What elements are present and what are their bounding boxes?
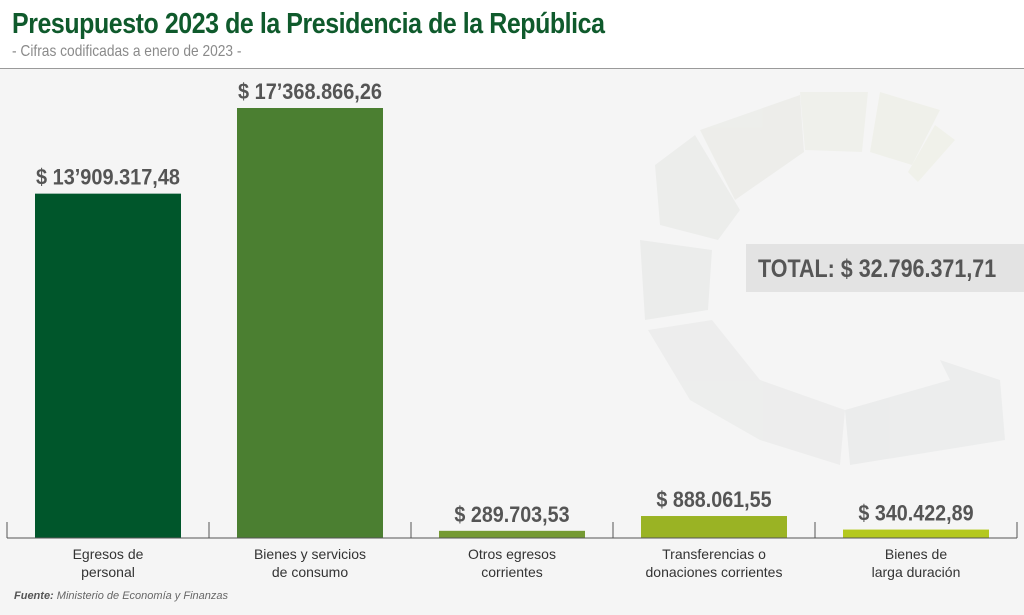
source-label: Fuente: [14, 590, 54, 602]
decorative-donut [640, 92, 1005, 465]
value-label: $ 289.703,53 [454, 502, 569, 527]
value-label: $ 888.061,55 [656, 487, 771, 512]
category-label: larga duración [872, 564, 961, 580]
category-label: Otros egresos [468, 546, 556, 562]
donut-segment [700, 95, 804, 200]
page-subtitle: - Cifras codificadas a enero de 2023 - [12, 43, 242, 60]
donut-segment [908, 125, 955, 182]
value-label: $ 340.422,89 [858, 501, 973, 526]
value-label: $ 13’909.317,48 [36, 165, 180, 190]
donut-segment [655, 135, 740, 240]
source-text: Ministerio de Economía y Finanzas [56, 590, 228, 602]
category-label: donaciones corrientes [646, 564, 783, 580]
page-title: Presupuesto 2023 de la Presidencia de la… [12, 8, 605, 40]
category-label: Bienes y servicios [254, 546, 366, 562]
header: Presupuesto 2023 de la Presidencia de la… [0, 0, 1024, 69]
source-note: Fuente: Ministerio de Economía y Finanza… [14, 590, 228, 602]
bar [843, 529, 989, 538]
category-label: Transferencias o [662, 546, 766, 562]
category-label: Bienes de [885, 546, 947, 562]
category-label: corrientes [481, 564, 542, 580]
total-box: TOTAL: $ 32.796.371,71 [746, 244, 1024, 292]
value-label: $ 17’368.866,26 [238, 79, 382, 104]
category-label: Egresos de [73, 546, 144, 562]
donut-segment [800, 92, 868, 152]
category-label: personal [81, 564, 135, 580]
bar [439, 530, 585, 538]
donut-segment [640, 240, 712, 320]
total-text: TOTAL: $ 32.796.371,71 [758, 255, 997, 283]
bar [35, 193, 181, 539]
bar [237, 108, 383, 538]
bar [641, 516, 787, 538]
category-label: de consumo [272, 564, 348, 580]
donut-segment [870, 92, 940, 165]
donut-segment [845, 360, 1005, 465]
donut-segment [648, 320, 845, 465]
